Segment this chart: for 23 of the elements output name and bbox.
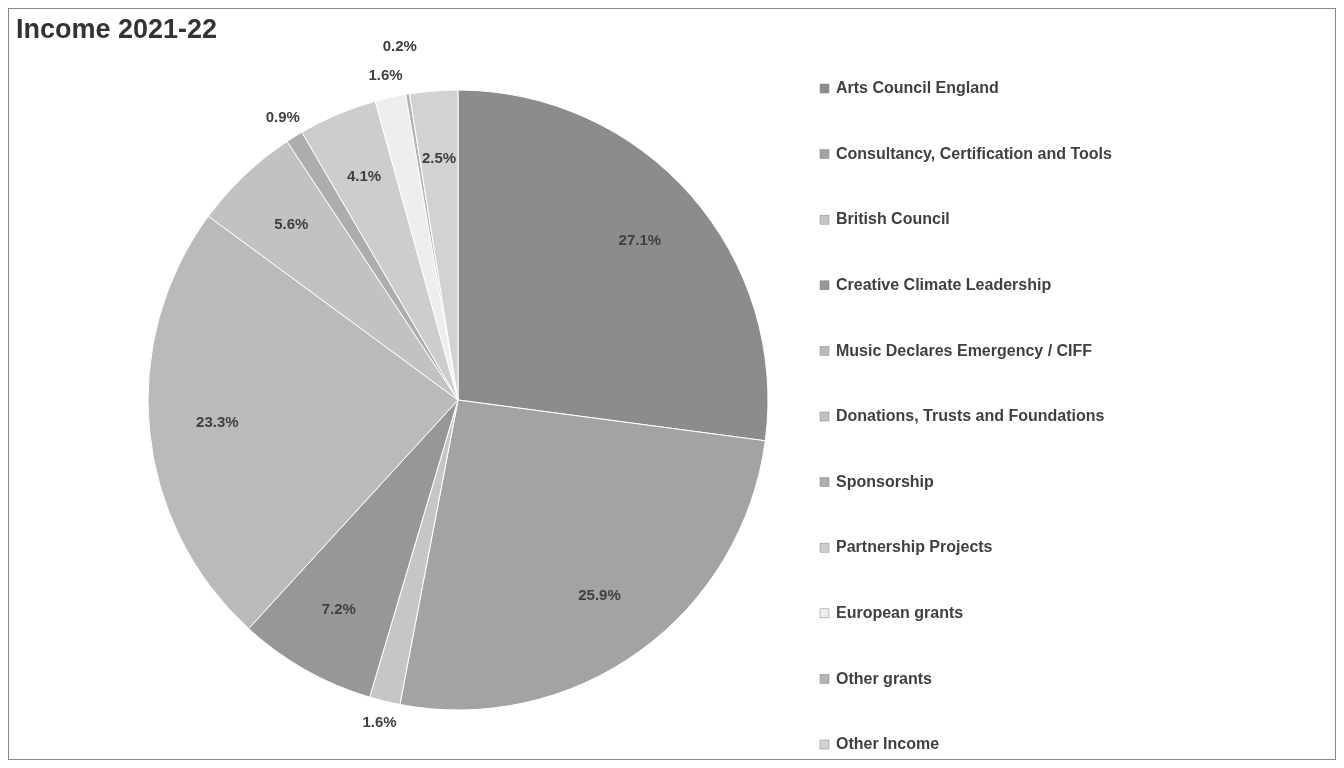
- chart-title: Income 2021-22: [16, 14, 218, 44]
- data-label: 27.1%: [618, 230, 662, 248]
- legend-label: Arts Council England: [836, 79, 999, 97]
- data-label: 0.9%: [265, 107, 300, 125]
- legend-label: Consultancy, Certification and Tools: [836, 144, 1112, 162]
- data-label: 0.2%: [382, 36, 417, 54]
- legend-label: British Council: [836, 210, 950, 228]
- legend-label: Donations, Trusts and Foundations: [836, 407, 1105, 425]
- legend-label: Other grants: [836, 669, 933, 687]
- legend-label: European grants: [836, 604, 964, 622]
- legend-label: Creative Climate Leadership: [836, 276, 1052, 294]
- data-label: 7.2%: [321, 600, 356, 618]
- data-label: 23.3%: [196, 413, 239, 431]
- data-label: 5.6%: [274, 214, 309, 232]
- legend-label: Partnership Projects: [836, 538, 993, 556]
- data-label: 1.6%: [362, 712, 397, 730]
- data-label: 4.1%: [346, 167, 382, 185]
- data-label: 1.6%: [368, 65, 403, 83]
- data-label: 25.9%: [578, 586, 621, 604]
- legend-label: Other Income: [836, 735, 940, 753]
- legend-label: Music Declares Emergency / CIFF: [836, 341, 1093, 359]
- legend-label: Sponsorship: [836, 472, 935, 490]
- data-label: 2.5%: [421, 148, 457, 166]
